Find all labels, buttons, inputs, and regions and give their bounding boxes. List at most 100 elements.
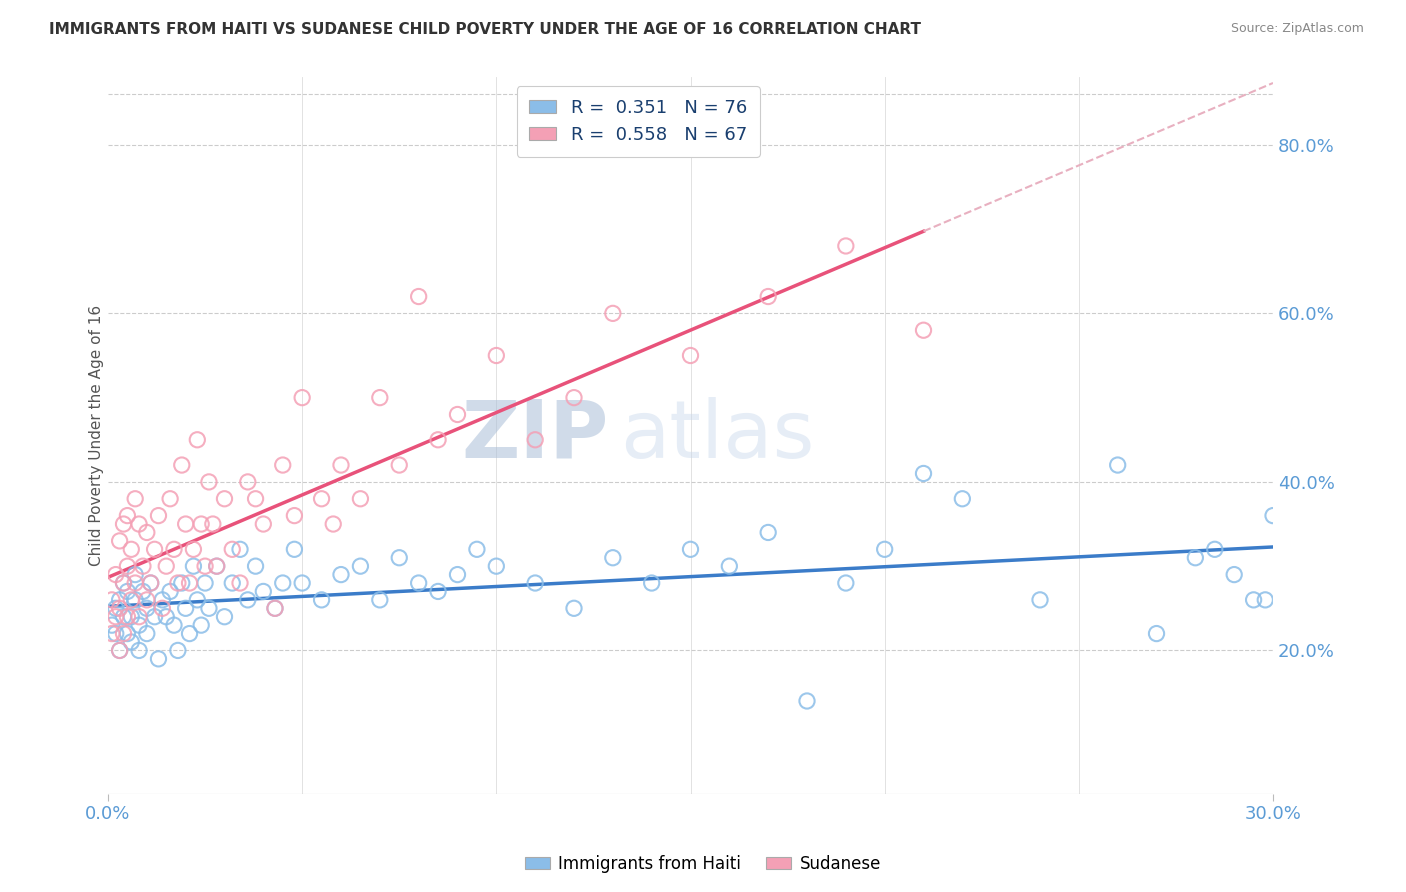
Point [198, 475, 221, 489]
Point [562, 391, 585, 405]
Point [388, 458, 411, 472]
Point [124, 567, 146, 582]
Point [221, 542, 243, 557]
Point [112, 626, 135, 640]
Point [139, 576, 162, 591]
Point [252, 584, 274, 599]
Point [167, 576, 190, 591]
Point [291, 576, 314, 591]
Point [245, 491, 267, 506]
Point [101, 592, 124, 607]
Point [264, 601, 287, 615]
Point [117, 609, 139, 624]
Point [1184, 550, 1206, 565]
Point [135, 601, 157, 615]
Point [132, 584, 155, 599]
Point [155, 559, 177, 574]
Point [163, 542, 186, 557]
Point [756, 525, 779, 540]
Point [167, 643, 190, 657]
Point [159, 491, 181, 506]
Point [135, 592, 157, 607]
Point [170, 576, 193, 591]
Point [349, 559, 371, 574]
Point [271, 576, 294, 591]
Point [1223, 567, 1246, 582]
Point [283, 542, 305, 557]
Point [330, 567, 353, 582]
Point [174, 601, 197, 615]
Point [120, 542, 142, 557]
Point [640, 576, 662, 591]
Point [330, 458, 353, 472]
Point [1146, 626, 1168, 640]
Point [143, 542, 166, 557]
Point [388, 550, 411, 565]
Point [104, 609, 127, 624]
Point [186, 433, 208, 447]
Point [132, 559, 155, 574]
Point [128, 516, 150, 531]
Point [1243, 592, 1265, 607]
Text: atlas: atlas [620, 397, 815, 475]
Point [1029, 592, 1052, 607]
Point [214, 491, 236, 506]
Point [271, 458, 294, 472]
Point [194, 576, 217, 591]
Point [835, 576, 858, 591]
Point [135, 626, 157, 640]
Point [159, 584, 181, 599]
Point [796, 694, 818, 708]
Point [194, 559, 217, 574]
Point [128, 618, 150, 632]
Point [408, 289, 430, 303]
Point [912, 467, 935, 481]
Point [427, 433, 450, 447]
Point [245, 559, 267, 574]
Point [112, 609, 135, 624]
Text: ZIP: ZIP [461, 397, 609, 475]
Point [1254, 592, 1277, 607]
Point [524, 576, 547, 591]
Point [718, 559, 741, 574]
Point [139, 576, 162, 591]
Point [155, 609, 177, 624]
Point [124, 576, 146, 591]
Point [117, 508, 139, 523]
Point [756, 289, 779, 303]
Point [485, 559, 508, 574]
Point [205, 559, 228, 574]
Point [108, 601, 131, 615]
Point [602, 550, 624, 565]
Point [150, 592, 173, 607]
Point [104, 626, 127, 640]
Point [135, 525, 157, 540]
Point [101, 618, 124, 632]
Point [128, 609, 150, 624]
Point [368, 592, 391, 607]
Point [368, 391, 391, 405]
Point [311, 592, 333, 607]
Point [128, 643, 150, 657]
Point [183, 542, 205, 557]
Point [485, 349, 508, 363]
Point [179, 576, 201, 591]
Point [214, 609, 236, 624]
Point [201, 516, 224, 531]
Point [264, 601, 287, 615]
Point [117, 559, 139, 574]
Legend: Immigrants from Haiti, Sudanese: Immigrants from Haiti, Sudanese [519, 848, 887, 880]
Point [465, 542, 488, 557]
Point [679, 349, 702, 363]
Point [873, 542, 896, 557]
Point [104, 601, 127, 615]
Point [221, 576, 243, 591]
Point [190, 618, 212, 632]
Point [148, 652, 170, 666]
Point [163, 618, 186, 632]
Y-axis label: Child Poverty Under the Age of 16: Child Poverty Under the Age of 16 [90, 305, 104, 566]
Point [835, 239, 858, 253]
Point [120, 635, 142, 649]
Point [112, 576, 135, 591]
Point [124, 592, 146, 607]
